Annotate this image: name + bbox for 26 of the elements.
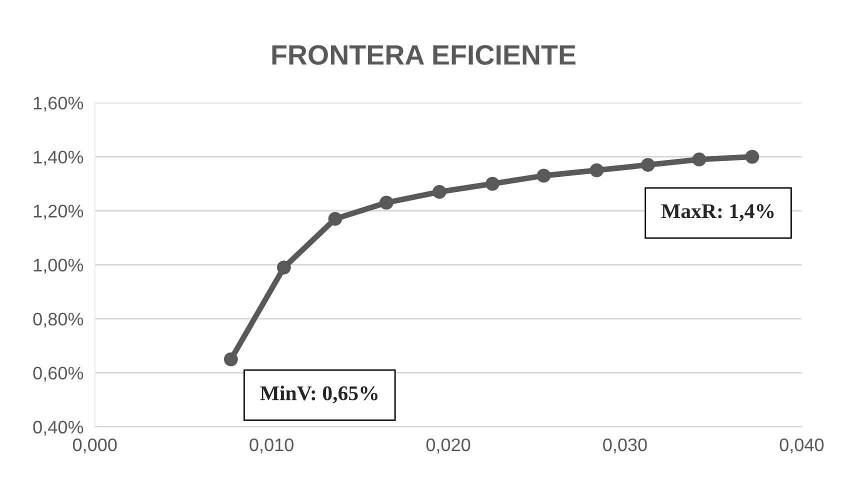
point bbox=[486, 176, 500, 191]
y-tick-label: 1,60% bbox=[34, 96, 84, 112]
point bbox=[536, 168, 551, 183]
point bbox=[641, 158, 655, 172]
x-tick-label: 0,030 bbox=[603, 438, 647, 454]
x-tick-label: 0,020 bbox=[426, 438, 470, 454]
x-tick-label: 0,010 bbox=[250, 438, 294, 454]
y-tick-label: 1,40% bbox=[34, 150, 84, 166]
point bbox=[224, 352, 238, 366]
point bbox=[692, 152, 706, 166]
point bbox=[328, 212, 342, 226]
x-tick-label: 0,000 bbox=[72, 438, 117, 454]
y-tick-label: 1,00% bbox=[34, 258, 84, 274]
point bbox=[745, 150, 760, 164]
y-tick-label: 0,40% bbox=[33, 420, 84, 436]
y-tick-label: 1,20% bbox=[34, 204, 84, 220]
y-tick-label: 0,60% bbox=[33, 366, 84, 382]
point bbox=[432, 184, 446, 199]
x-tick-label: 0,040 bbox=[780, 438, 824, 454]
point bbox=[590, 163, 604, 178]
y-tick-label: 0,80% bbox=[33, 312, 84, 328]
chart-title: FRONTERA EFICIENTE bbox=[272, 45, 576, 65]
annotation: MaxR: 1,4% bbox=[661, 204, 774, 222]
point bbox=[379, 196, 394, 210]
annotation: MinV: 0,65% bbox=[260, 386, 378, 404]
point bbox=[276, 260, 291, 274]
